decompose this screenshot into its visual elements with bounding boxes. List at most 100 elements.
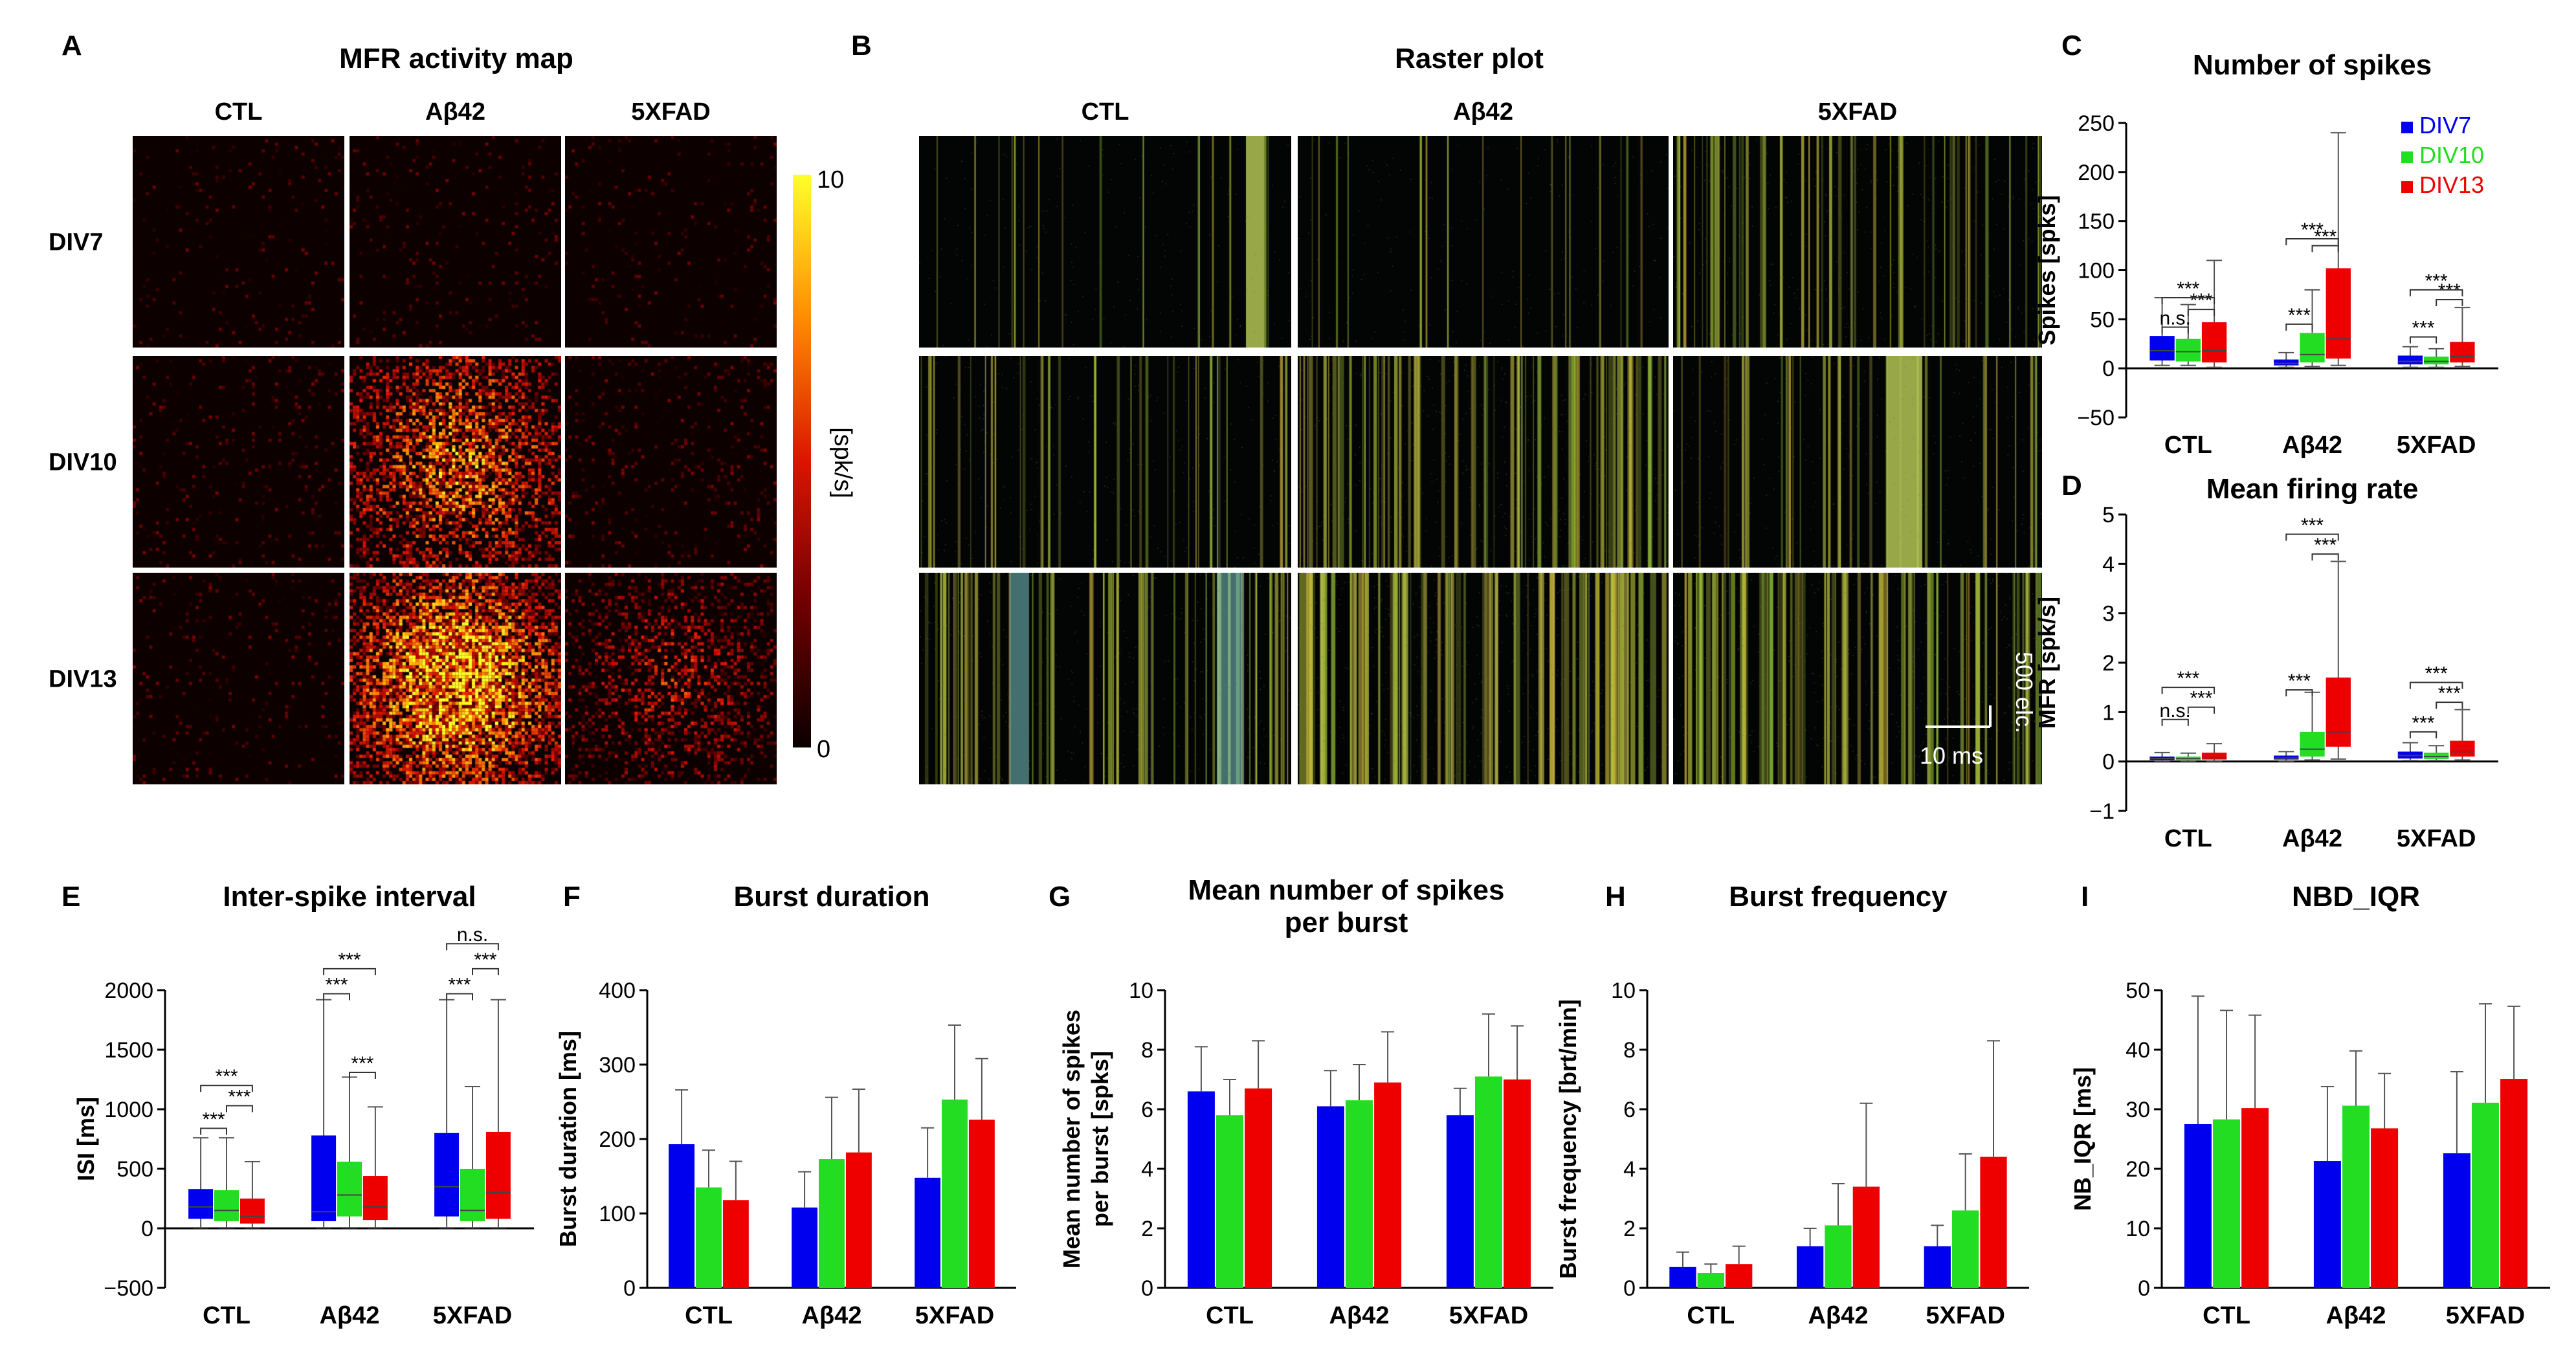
x-category-label: Aβ42 <box>320 1302 380 1329</box>
activity-map-div13-5xfad <box>565 573 777 784</box>
box-div13 <box>239 1199 265 1224</box>
panel-b-col-label: 5XFAD <box>1818 98 1897 126</box>
y-tick-label: 40 <box>2126 1038 2150 1063</box>
chart-I: NBD_IQR 0 10 20 30 40 50 NB_IQR [ms] CTL Aβ42 5XFA… <box>2069 881 2550 1329</box>
y-tick-label: 400 <box>599 979 636 1003</box>
legend-swatch-div13 <box>2401 181 2413 193</box>
significance-bracket <box>226 1105 253 1112</box>
bar-div10 <box>1952 1210 1979 1288</box>
y-tick-label: 50 <box>2090 307 2115 332</box>
x-category-label: CTL <box>2203 1302 2250 1329</box>
x-category-label: Aβ42 <box>802 1302 862 1329</box>
activity-map-div13-ctl <box>133 573 344 784</box>
bar-div10 <box>942 1100 968 1288</box>
panel-letter-B: B <box>851 30 872 61</box>
y-tick-label: 1500 <box>104 1038 153 1063</box>
chart-F: Burst duration 0 100 200 300 400 Burst duratio… <box>555 881 1016 1329</box>
panel-a-col-label: CTL <box>215 98 263 126</box>
x-category-label: 5XFAD <box>2446 1302 2525 1329</box>
bar-div13 <box>1980 1156 2007 1288</box>
chart-title: Number of spikes <box>2193 49 2432 81</box>
y-tick-label: 200 <box>599 1127 636 1152</box>
y-tick-label: 8 <box>1623 1038 1636 1063</box>
box-div7 <box>2149 757 2175 760</box>
y-tick-label: 0 <box>1141 1276 1153 1301</box>
box-div7 <box>2397 355 2423 365</box>
significance-label: n.s. <box>2160 700 2191 722</box>
bar-div13 <box>722 1200 749 1288</box>
y-tick-label: 10 <box>2126 1217 2150 1241</box>
bar-div10 <box>819 1159 845 1288</box>
significance-bracket <box>200 1127 227 1135</box>
activity-map-div7-5xfad <box>565 136 777 348</box>
y-axis-label: NB_IQR [ms] <box>2069 1067 2096 1211</box>
y-tick-label: 1000 <box>104 1098 153 1122</box>
significance-bracket <box>2409 731 2437 738</box>
significance-bracket <box>446 993 473 1001</box>
significance-bracket <box>2285 689 2313 696</box>
chart-E: Inter-spike interval −500 0 500 1000 1500 2000… <box>72 881 534 1329</box>
panel-a-row-label: DIV10 <box>49 449 117 476</box>
bar-div10 <box>1346 1100 1373 1288</box>
bar-div10 <box>1475 1076 1502 1288</box>
x-category-label: 5XFAD <box>2397 825 2476 852</box>
raster-div10-5xfad <box>1673 356 2042 568</box>
y-tick-label: 4 <box>1623 1157 1636 1182</box>
panel-letter-G: G <box>1049 881 1071 913</box>
significance-label: *** <box>2190 290 2212 311</box>
y-tick-label: −1 <box>2089 799 2115 824</box>
significance-bracket <box>323 968 376 975</box>
bar-div7 <box>2184 1124 2212 1288</box>
panel-letter-H: H <box>1605 881 1626 913</box>
significance-label: *** <box>215 1066 238 1087</box>
raster-div7-aβ42 <box>1298 136 1669 348</box>
y-tick-label: 4 <box>2102 552 2115 577</box>
y-tick-label: 8 <box>1141 1038 1153 1063</box>
x-category-label: CTL <box>1687 1302 1735 1329</box>
chart-title: Mean number of spikes <box>1188 874 1504 906</box>
x-category-label: 5XFAD <box>915 1302 994 1329</box>
bar-div13 <box>1374 1082 1402 1288</box>
raster-div10-ctl <box>919 356 1291 568</box>
y-tick-label: 20 <box>2126 1157 2150 1182</box>
panel-a-row-label: DIV13 <box>49 666 117 693</box>
y-tick-label: 0 <box>2102 357 2115 381</box>
significance-label: *** <box>474 949 496 971</box>
significance-bracket <box>2436 702 2463 709</box>
y-tick-label: 0 <box>2138 1276 2150 1301</box>
box-div7 <box>2149 336 2175 361</box>
x-category-label: 5XFAD <box>1926 1302 2004 1329</box>
significance-bracket <box>2285 238 2339 245</box>
chart-title: Mean firing rate <box>2206 473 2419 505</box>
panel-a-title: MFR activity map <box>339 43 573 74</box>
legend-swatch-div10 <box>2401 151 2413 163</box>
box-div13 <box>2201 752 2227 760</box>
significance-bracket <box>2187 706 2215 714</box>
chart-title: NBD_IQR <box>2292 881 2420 913</box>
significance-bracket <box>2311 245 2339 252</box>
y-tick-label: 0 <box>1623 1276 1636 1301</box>
bar-div7 <box>2443 1153 2471 1288</box>
raster-div7-5xfad <box>1673 136 2042 348</box>
y-tick-label: 100 <box>599 1202 636 1226</box>
box-div10 <box>2424 752 2449 759</box>
bar-div13 <box>1852 1186 1880 1288</box>
activity-map-div7-aβ42 <box>350 136 561 348</box>
significance-bracket <box>2409 681 2463 689</box>
legend-label-div10: DIV10 <box>2419 142 2484 168</box>
chart-title: Burst frequency <box>1729 881 1948 913</box>
box-div10 <box>2300 731 2325 757</box>
significance-bracket <box>2161 687 2215 694</box>
box-div7 <box>2274 359 2299 366</box>
significance-label: *** <box>228 1086 250 1107</box>
x-category-label: Aβ42 <box>2282 432 2342 459</box>
y-tick-label: −500 <box>104 1276 153 1301</box>
y-tick-label: 200 <box>2078 160 2115 185</box>
panel-b-title: Raster plot <box>1395 43 1544 74</box>
panel-letter-D: D <box>2061 470 2082 502</box>
y-tick-label: 2000 <box>104 979 153 1003</box>
bar-div13 <box>1726 1264 1753 1288</box>
significance-bracket <box>2409 336 2437 344</box>
y-tick-label: 6 <box>1623 1098 1636 1122</box>
